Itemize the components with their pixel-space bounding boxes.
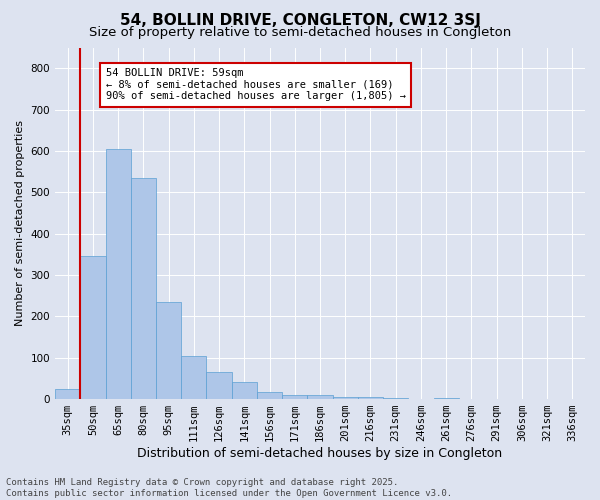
Bar bbox=[307, 395, 332, 399]
Bar bbox=[332, 396, 358, 399]
Bar bbox=[156, 302, 181, 399]
Bar bbox=[131, 178, 156, 399]
Bar bbox=[55, 388, 80, 399]
Bar bbox=[434, 398, 459, 399]
Bar bbox=[282, 395, 307, 399]
Text: 54, BOLLIN DRIVE, CONGLETON, CW12 3SJ: 54, BOLLIN DRIVE, CONGLETON, CW12 3SJ bbox=[119, 12, 481, 28]
Bar bbox=[232, 382, 257, 399]
X-axis label: Distribution of semi-detached houses by size in Congleton: Distribution of semi-detached houses by … bbox=[137, 447, 503, 460]
Text: 54 BOLLIN DRIVE: 59sqm
← 8% of semi-detached houses are smaller (169)
90% of sem: 54 BOLLIN DRIVE: 59sqm ← 8% of semi-deta… bbox=[106, 68, 406, 102]
Bar bbox=[358, 397, 383, 399]
Y-axis label: Number of semi-detached properties: Number of semi-detached properties bbox=[15, 120, 25, 326]
Text: Contains HM Land Registry data © Crown copyright and database right 2025.
Contai: Contains HM Land Registry data © Crown c… bbox=[6, 478, 452, 498]
Bar bbox=[181, 356, 206, 399]
Bar bbox=[257, 392, 282, 399]
Text: Size of property relative to semi-detached houses in Congleton: Size of property relative to semi-detach… bbox=[89, 26, 511, 39]
Bar bbox=[383, 398, 409, 399]
Bar bbox=[106, 149, 131, 399]
Bar bbox=[206, 372, 232, 399]
Bar bbox=[80, 256, 106, 399]
